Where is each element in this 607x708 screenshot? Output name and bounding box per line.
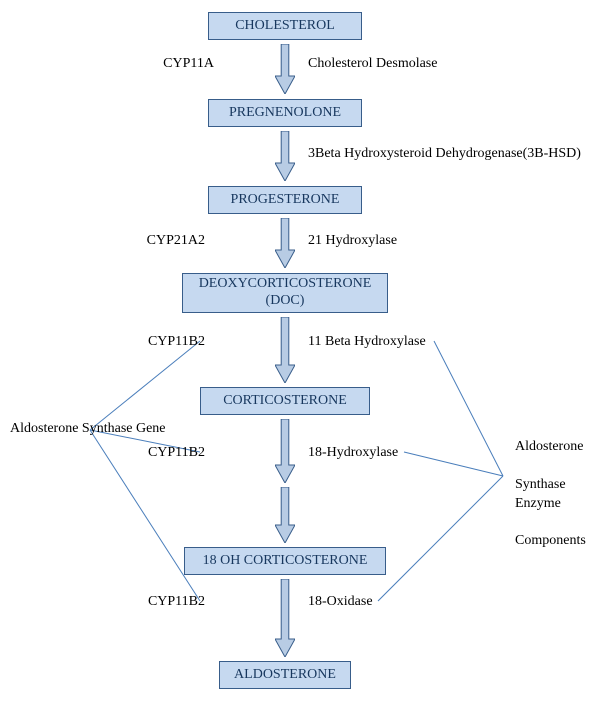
gene-label-cyp11b2-b: CYP11B2 <box>148 444 205 463</box>
node-label: PREGNENOLONE <box>229 105 341 122</box>
enzyme-label-18-hydroxylase: 18-Hydroxylase <box>308 444 398 463</box>
node-cholesterol: CHOLESTEROL <box>208 12 362 40</box>
gene-label-cyp11a: CYP11A <box>163 55 214 74</box>
node-label: DEOXYCORTICOSTERONE (DOC) <box>187 276 383 310</box>
node-label: CORTICOSTERONE <box>223 393 347 410</box>
arrow-2 <box>275 218 295 268</box>
node-aldosterone: ALDOSTERONE <box>219 661 351 689</box>
arrow-1 <box>275 131 295 181</box>
node-corticosterone: CORTICOSTERONE <box>200 387 370 415</box>
arrow-3 <box>275 317 295 383</box>
node-18oh-corticosterone: 18 OH CORTICOSTERONE <box>184 547 386 575</box>
enzyme-label-11b-hydroxylase: 11 Beta Hydroxylase <box>308 333 426 352</box>
gene-label-cyp11b2-c: CYP11B2 <box>148 593 205 612</box>
side-right-label: Aldosterone Synthase Enzyme Components <box>515 438 586 551</box>
node-label: CHOLESTEROL <box>235 18 335 35</box>
arrow-4 <box>275 419 295 483</box>
arrow-6 <box>275 579 295 657</box>
node-label: ALDOSTERONE <box>234 667 336 684</box>
enzyme-label-cholesterol-desmolase: Cholesterol Desmolase <box>308 55 437 74</box>
gene-label-cyp21a2: CYP21A2 <box>147 232 205 251</box>
node-label: 18 OH CORTICOSTERONE <box>203 553 368 570</box>
node-label: PROGESTERONE <box>231 192 340 209</box>
node-progesterone: PROGESTERONE <box>208 186 362 214</box>
enzyme-label-18-oxidase: 18-Oxidase <box>308 593 373 612</box>
arrow-0 <box>275 44 295 94</box>
node-doc: DEOXYCORTICOSTERONE (DOC) <box>182 273 388 313</box>
node-pregnenolone: PREGNENOLONE <box>208 99 362 127</box>
enzyme-label-3b-hsd: 3Beta Hydroxysteroid Dehydrogenase(3B-HS… <box>308 145 581 164</box>
enzyme-label-21-hydroxylase: 21 Hydroxylase <box>308 232 397 251</box>
arrow-5 <box>275 487 295 543</box>
gene-label-cyp11b2-a: CYP11B2 <box>148 333 205 352</box>
side-left-label: Aldosterone Synthase Gene <box>10 420 166 439</box>
